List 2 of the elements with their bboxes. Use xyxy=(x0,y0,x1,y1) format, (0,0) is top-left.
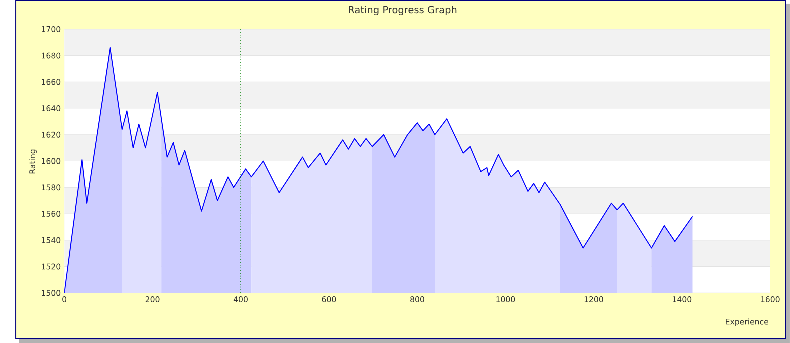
line-series xyxy=(64,47,694,294)
chart-title: Rating Progress Graph xyxy=(349,6,457,16)
